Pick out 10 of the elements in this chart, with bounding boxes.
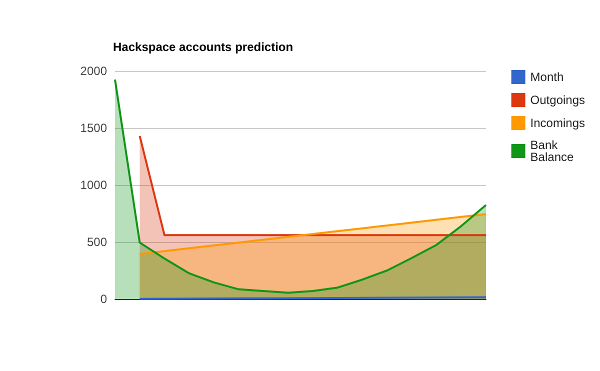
legend-label: Outgoings bbox=[530, 93, 585, 107]
y-tick-label: 2000 bbox=[80, 64, 108, 78]
y-tick-label: 1000 bbox=[80, 178, 108, 192]
chart-title: Hackspace accounts prediction bbox=[113, 40, 294, 54]
y-tick-label: 0 bbox=[100, 292, 108, 306]
y-tick-label: 500 bbox=[86, 235, 108, 249]
legend-label: Month bbox=[530, 70, 564, 84]
y-tick-label: 1500 bbox=[80, 121, 108, 135]
legend-label: Incomings bbox=[530, 116, 585, 130]
legend-label: Bank Balance bbox=[530, 138, 574, 164]
